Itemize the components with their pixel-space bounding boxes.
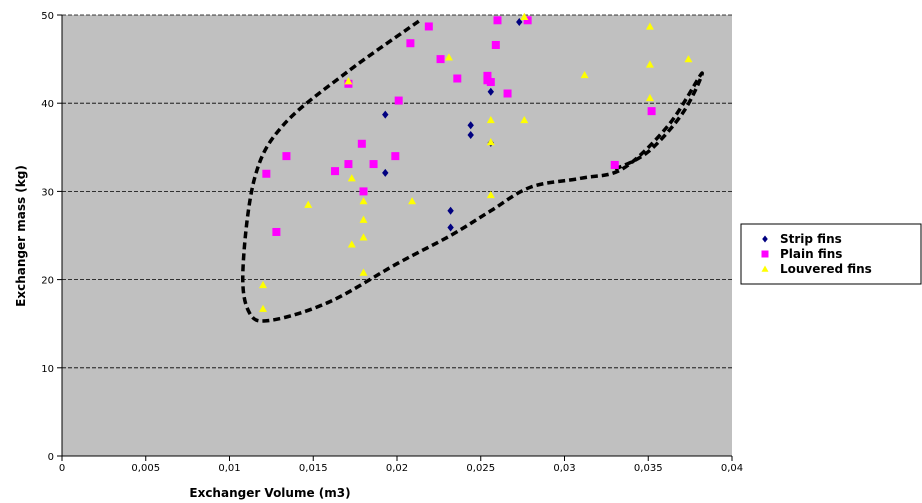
data-point-1-7: [360, 187, 368, 195]
data-point-1-11: [406, 39, 414, 47]
data-point-1-4: [344, 160, 352, 168]
data-point-1-12: [425, 22, 433, 30]
data-point-1-17: [487, 78, 495, 86]
x-tick-label-1: 0,005: [131, 463, 160, 474]
x-tick-label-4: 0,02: [386, 463, 408, 474]
y-tick-label-3: 30: [41, 187, 54, 198]
data-point-1-23: [648, 107, 656, 115]
y-tick-label-5: 50: [41, 11, 54, 22]
y-tick-label-2: 20: [41, 276, 54, 287]
x-tick-label-6: 0,03: [553, 463, 575, 474]
data-point-1-19: [494, 16, 502, 24]
data-point-1-20: [504, 89, 512, 97]
data-point-1-22: [611, 161, 619, 169]
data-point-1-10: [395, 97, 403, 105]
plot-area: [62, 15, 732, 456]
data-point-1-6: [358, 140, 366, 148]
x-tick-label-2: 0,01: [218, 463, 240, 474]
data-point-1-14: [453, 75, 461, 83]
data-point-1-8: [370, 160, 378, 168]
legend-label-0: Strip fins: [780, 232, 842, 246]
data-point-1-2: [282, 152, 290, 160]
data-point-1-1: [272, 228, 280, 236]
x-tick-labels: 0 0,005 0,01 0,015 0,02 0,025 0,03 0,035 0,04: [59, 463, 743, 474]
data-point-1-0: [262, 170, 270, 178]
x-tick-label-3: 0,015: [299, 463, 328, 474]
x-tick-label-5: 0,025: [466, 463, 495, 474]
y-tick-label-0: 0: [48, 452, 54, 463]
y-axis-title: Exchanger mass (kg): [14, 165, 28, 307]
y-tick-label-4: 40: [41, 99, 54, 110]
x-tick-label-8: 0,04: [721, 463, 743, 474]
y-tick-label-1: 10: [41, 364, 54, 375]
x-tick-label-7: 0,035: [634, 463, 663, 474]
legend-marker-1: [762, 251, 769, 258]
data-point-1-9: [391, 152, 399, 160]
x-axis-title: Exchanger Volume (m3): [189, 486, 350, 500]
x-tick-label-0: 0: [59, 463, 65, 474]
data-point-1-13: [437, 55, 445, 63]
y-tick-labels: 0 10 20 30 40 50: [41, 11, 54, 463]
data-point-1-3: [331, 167, 339, 175]
data-point-1-18: [492, 41, 500, 49]
legend-label-2: Louvered fins: [780, 262, 872, 276]
legend-label-1: Plain fins: [780, 247, 842, 261]
